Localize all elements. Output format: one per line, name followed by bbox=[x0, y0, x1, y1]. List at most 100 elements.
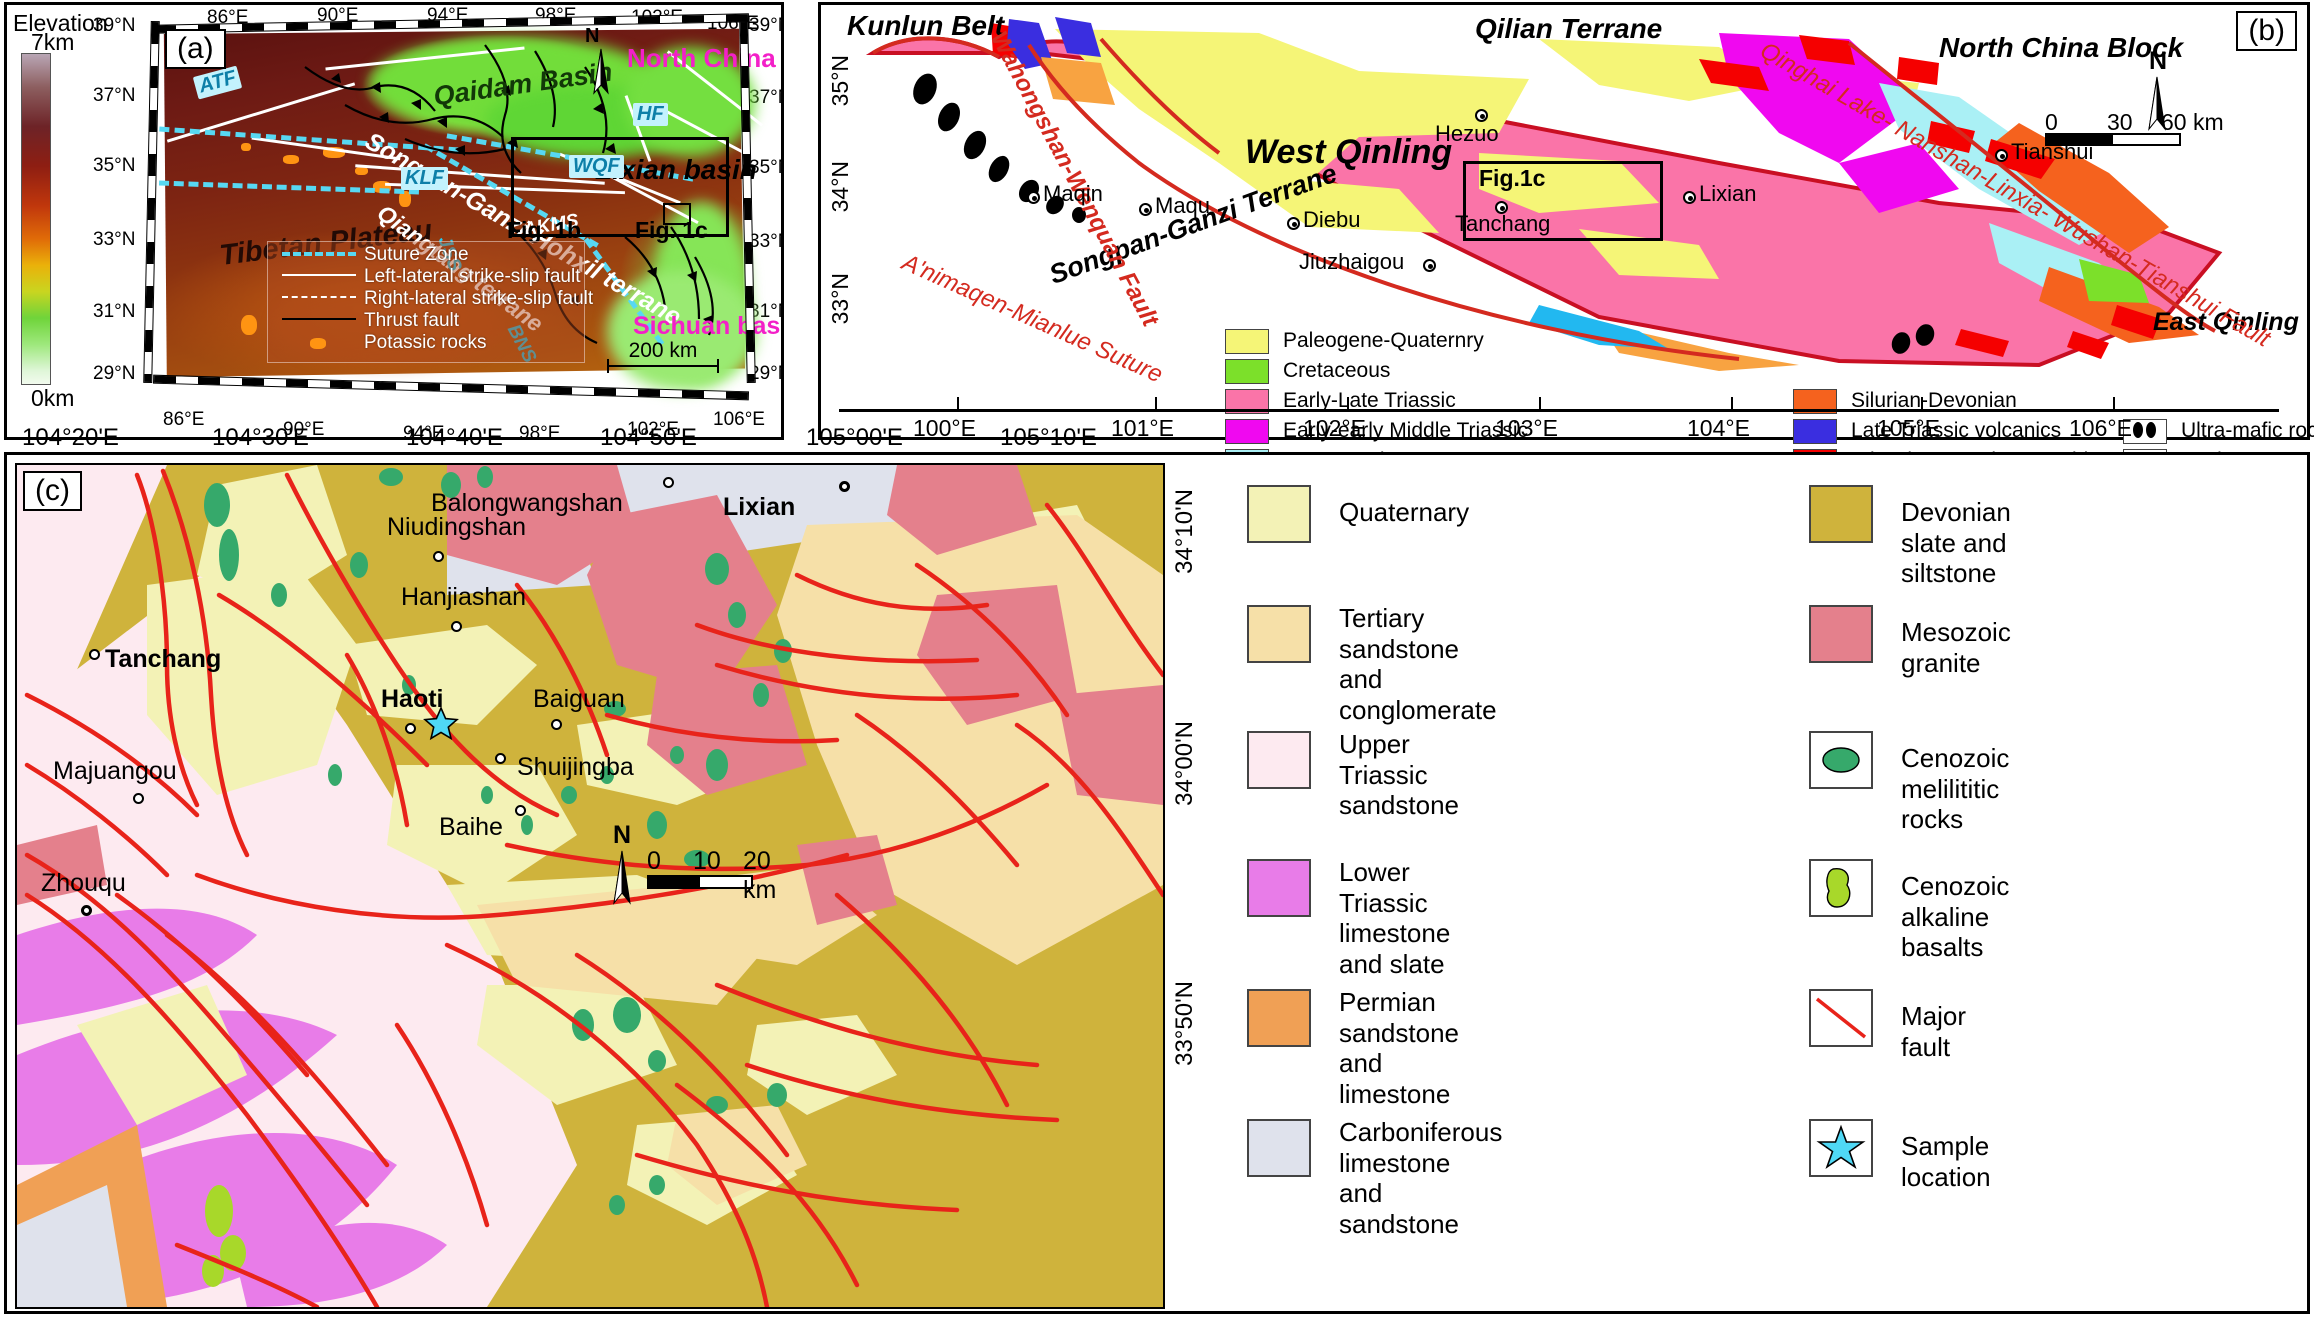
legend-swatch-carboniferous bbox=[1247, 1119, 1311, 1177]
panel-b-legend-item: Late Triassic volcanics bbox=[1851, 419, 2062, 442]
panel-c-legend-item: Permian sandstone and limestone bbox=[1339, 987, 1459, 1110]
terrane-label-kunlun: Kunlun Belt bbox=[847, 10, 1005, 41]
panel-a-scalebar: 200 km bbox=[607, 339, 719, 373]
panel-c-lon-tick: 104°40'E bbox=[406, 424, 503, 451]
legend-swatch-devonian bbox=[1809, 485, 1873, 543]
legend-swatch-major-fault bbox=[1809, 989, 1873, 1047]
inset-box-fig1b bbox=[511, 137, 729, 237]
unit-lower-triassic bbox=[237, 1222, 447, 1307]
city-marker bbox=[1995, 149, 2008, 162]
panel-a-lon-tick-bottom: 94°E bbox=[403, 423, 445, 437]
panel-b-lon-tick: 104°E bbox=[1687, 415, 1750, 441]
potassic-rock-patch bbox=[355, 167, 368, 175]
panel-a-legend-item: Potassic rocks bbox=[364, 332, 487, 353]
legend-swatch-tertiary bbox=[1247, 605, 1311, 663]
panel-c-lon-tick: 104°50'E bbox=[600, 424, 697, 451]
panel-b-scalebar: 0 30 60 km bbox=[2045, 109, 2245, 146]
unit-lower-triassic bbox=[17, 908, 257, 1025]
panel-a-lon-tick-bottom: 86°E bbox=[163, 409, 205, 430]
north-arrow-label: N bbox=[2149, 47, 2168, 75]
panel-a-map: Qaidam Basin Tibetan Plateau Songpan-Gan… bbox=[155, 25, 781, 391]
panel-c-lon-tick: 104°30'E bbox=[212, 424, 309, 451]
panel-a-lat-tick: 37°N bbox=[93, 85, 136, 106]
north-arrow-icon bbox=[613, 850, 631, 905]
sample-location-star-icon bbox=[423, 705, 459, 741]
panel-a-lat-tick-right: 31°N bbox=[749, 301, 781, 322]
city-marker bbox=[1027, 191, 1040, 204]
region-label-sichuan-basin: Sichuan basin bbox=[633, 312, 781, 340]
panel-a-legend-item: Suture Zone bbox=[364, 244, 469, 265]
unit-mesozoic-granite bbox=[797, 835, 897, 925]
legend-swatch-ultramafic bbox=[2123, 419, 2167, 444]
panel-b-lon-tick: 105°E bbox=[1877, 415, 1940, 441]
panel-c-legend-item: Quaternary bbox=[1339, 497, 1470, 527]
panel-a-label: (a) bbox=[165, 29, 226, 69]
unit-devonian-carboniferous bbox=[1041, 57, 1115, 105]
terrane-label-north-china: North China Block bbox=[1939, 32, 2184, 63]
city-marker bbox=[1287, 217, 1300, 230]
unit-tertiary bbox=[667, 1105, 807, 1205]
panel-a-lat-tick-right: 39°N bbox=[749, 15, 781, 36]
panel-a: Elevation 7km 0km 39°N 37°N 35°N 33°N 31… bbox=[4, 2, 784, 440]
unit-quaternary bbox=[77, 985, 247, 1125]
panel-c: Balongwangshan Lixian Niudingshan Hanjia… bbox=[4, 452, 2310, 1314]
panel-a-legend-item: Left-lateral strike-slip fault bbox=[364, 266, 581, 287]
elevation-max-label: 7km bbox=[31, 29, 75, 55]
unit-triassic-jurassic-granitoids bbox=[1897, 57, 1939, 85]
panel-b-label: (b) bbox=[2236, 11, 2297, 51]
potassic-rock-patch bbox=[283, 155, 299, 164]
unit-mesozoic-granite bbox=[1057, 685, 1163, 805]
unit-quaternary bbox=[147, 565, 357, 795]
panel-b-lon-tick: 106°E bbox=[2069, 415, 2132, 441]
unit-quaternary bbox=[387, 765, 577, 895]
panel-b-lat-tick: 35°N bbox=[827, 55, 853, 107]
city-marker bbox=[1683, 191, 1696, 204]
panel-c-lat-tick: 33°50'N bbox=[1171, 981, 1198, 1066]
unit-permian bbox=[1529, 305, 1669, 349]
elevation-colorbar bbox=[21, 53, 51, 385]
ultramafic-blobs bbox=[913, 73, 1935, 354]
place-label-baihe: Baihe bbox=[439, 813, 503, 841]
panel-a-lat-tick-right: 29°N bbox=[749, 363, 781, 384]
panel-a-lon-tick-bottom: 102°E bbox=[627, 419, 679, 437]
panel-b-legend-item: Early-early Middle Triassic bbox=[1283, 419, 1529, 442]
panel-b-lon-tick: 101°E bbox=[1111, 415, 1174, 441]
unit-quaternary bbox=[347, 625, 537, 725]
melilititic-rock-blobs bbox=[204, 466, 792, 1215]
city-label-diebu: Diebu bbox=[1303, 207, 1361, 232]
terrain-patch bbox=[275, 287, 505, 367]
panel-a-lat-tick-right: 35°N bbox=[749, 157, 781, 178]
panel-c-legend-item: Tertiary sandstone and conglomerate bbox=[1339, 603, 1497, 726]
panel-a-lat-tick: 39°N bbox=[93, 15, 136, 36]
inset-box-fig1c-rect bbox=[663, 203, 691, 225]
unit-triassic-jurassic-granitoids bbox=[1927, 121, 1975, 153]
city-label-maqin: Maqin bbox=[1043, 181, 1103, 206]
inset-label-fig1c: Fig. 1c bbox=[635, 217, 708, 243]
place-label-balongwangshan: Balongwangshan bbox=[431, 489, 623, 517]
legend-swatch bbox=[1793, 419, 1837, 444]
panel-a-legend-item: Thrust fault bbox=[364, 310, 460, 331]
panel-c-legend-item: Upper Triassic sandstone bbox=[1339, 729, 1459, 821]
unit-mesozoic-granite bbox=[917, 585, 1077, 725]
place-marker bbox=[433, 551, 444, 562]
thrust-fault-set bbox=[304, 44, 714, 345]
unit-triassic-jurassic-granitoids bbox=[1955, 329, 2009, 357]
city-label-jiuzhaigou: Jiuzhaigou bbox=[1299, 249, 1405, 274]
legend-swatch bbox=[1225, 329, 1269, 354]
panel-c-label: (c) bbox=[23, 471, 82, 511]
place-label-tanchang: Tanchang bbox=[105, 645, 222, 673]
legend-swatch-granite bbox=[1809, 605, 1873, 663]
panel-b-lon-tick: 103°E bbox=[1495, 415, 1558, 441]
unit-triassic-jurassic-granitoids bbox=[1699, 59, 1769, 91]
unit-early-early-middle-triassic bbox=[1719, 33, 1919, 163]
elevation-legend-title: Elevation bbox=[13, 10, 108, 36]
place-label-zhouqu: Zhouqu bbox=[41, 869, 126, 897]
fault-label-hf: HF bbox=[633, 103, 668, 126]
panel-c-lat-tick: 34°00'N bbox=[1171, 721, 1198, 806]
unit-paleogene-quaternary bbox=[1579, 229, 1719, 279]
place-label-hanjiashan: Hanjiashan bbox=[401, 583, 527, 611]
unit-triassic-jurassic-granitoids bbox=[2067, 331, 2109, 359]
fault-label-wqf: WQF bbox=[569, 155, 624, 178]
panel-c-legend-item: Lower Triassic limestone and slate bbox=[1339, 857, 1451, 980]
